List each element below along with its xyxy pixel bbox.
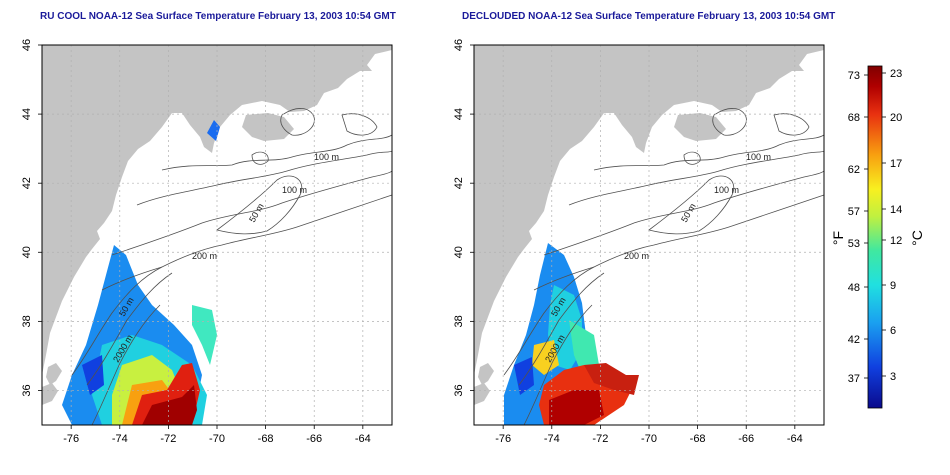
sst-colorbar: 37 42 48 53 57 62 68 73 3 6 9 12 14 17 20 23 °F °C [830,65,925,409]
celsius-tick-label: 20 [890,112,902,124]
lon-tick-label: -70 [209,433,225,445]
lon-tick-label: -76 [63,433,79,445]
lat-tick-label: 44 [453,108,465,120]
celsius-tick-label: 17 [890,158,902,170]
lat-tick-label: 46 [453,39,465,51]
lat-tick-label: 42 [453,177,465,189]
colorbar-gradient [867,65,883,409]
celsius-tick-label: 6 [890,325,896,337]
fahrenheit-tick-label: 48 [848,282,860,294]
lat-tick-label: 40 [21,246,33,258]
lon-tick-label: -74 [112,433,128,445]
fahrenheit-tick-label: 53 [848,238,860,250]
latitude-axis: 36 38 40 42 44 46 [21,39,42,397]
celsius-tick-label: 23 [890,68,902,80]
lon-tick-label: -70 [641,433,657,445]
lon-tick-label: -76 [495,433,511,445]
right-panel-title: DECLOUDED NOAA-12 Sea Surface Temperatur… [462,11,836,22]
lon-tick-label: -66 [738,433,754,445]
latitude-axis: 36 38 40 42 44 46 [453,39,474,397]
lat-tick-label: 40 [453,246,465,258]
contour-label: 100 m [282,185,307,195]
lat-tick-label: 38 [453,315,465,327]
fahrenheit-tick-label: 37 [848,373,860,385]
sst-field [504,243,639,425]
fahrenheit-unit-label: °F [830,231,846,245]
lon-tick-label: -64 [355,433,371,445]
lon-tick-label: -72 [592,433,608,445]
longitude-axis: -76 -74 -72 -70 -68 -66 -64 [63,425,371,445]
lon-tick-label: -72 [160,433,176,445]
celsius-tick-label: 14 [890,204,902,216]
contour-label: 200 m [192,251,217,261]
lat-tick-label: 42 [21,177,33,189]
longitude-axis: -76 -74 -72 -70 -68 -66 -64 [495,425,803,445]
lat-tick-label: 36 [21,384,33,396]
fahrenheit-tick-label: 62 [848,164,860,176]
contour-label: 200 m [624,251,649,261]
lat-tick-label: 38 [21,315,33,327]
fahrenheit-tick-label: 68 [848,112,860,124]
celsius-tick-label: 3 [890,371,896,383]
lon-tick-label: -68 [690,433,706,445]
lat-tick-label: 46 [21,39,33,51]
lon-tick-label: -66 [306,433,322,445]
celsius-scale: 3 6 9 12 14 17 20 23 [882,68,902,383]
fahrenheit-scale: 37 42 48 53 57 62 68 73 [848,70,868,385]
contour-label: 100 m [314,152,339,162]
fahrenheit-tick-label: 42 [848,334,860,346]
fahrenheit-tick-label: 57 [848,206,860,218]
lon-tick-label: -74 [544,433,560,445]
lon-tick-label: -64 [787,433,803,445]
fahrenheit-tick-label: 73 [848,70,860,82]
celsius-tick-label: 12 [890,235,902,247]
left-panel-title: RU COOL NOAA-12 Sea Surface Temperature … [40,11,396,22]
lon-tick-label: -68 [258,433,274,445]
celsius-tick-label: 9 [890,280,896,292]
contour-label: 100 m [746,152,771,162]
left-map-panel: 100 m 100 m 50 m 200 m 50 m 2000 m -76 -7… [21,39,393,445]
lat-tick-label: 44 [21,108,33,120]
sst-field [62,245,217,425]
celsius-unit-label: °C [909,230,925,246]
right-map-panel: 100 m 100 m 50 m 200 m 50 m 2000 m -76 -7… [453,39,825,445]
contour-label: 100 m [714,185,739,195]
lat-tick-label: 36 [453,384,465,396]
